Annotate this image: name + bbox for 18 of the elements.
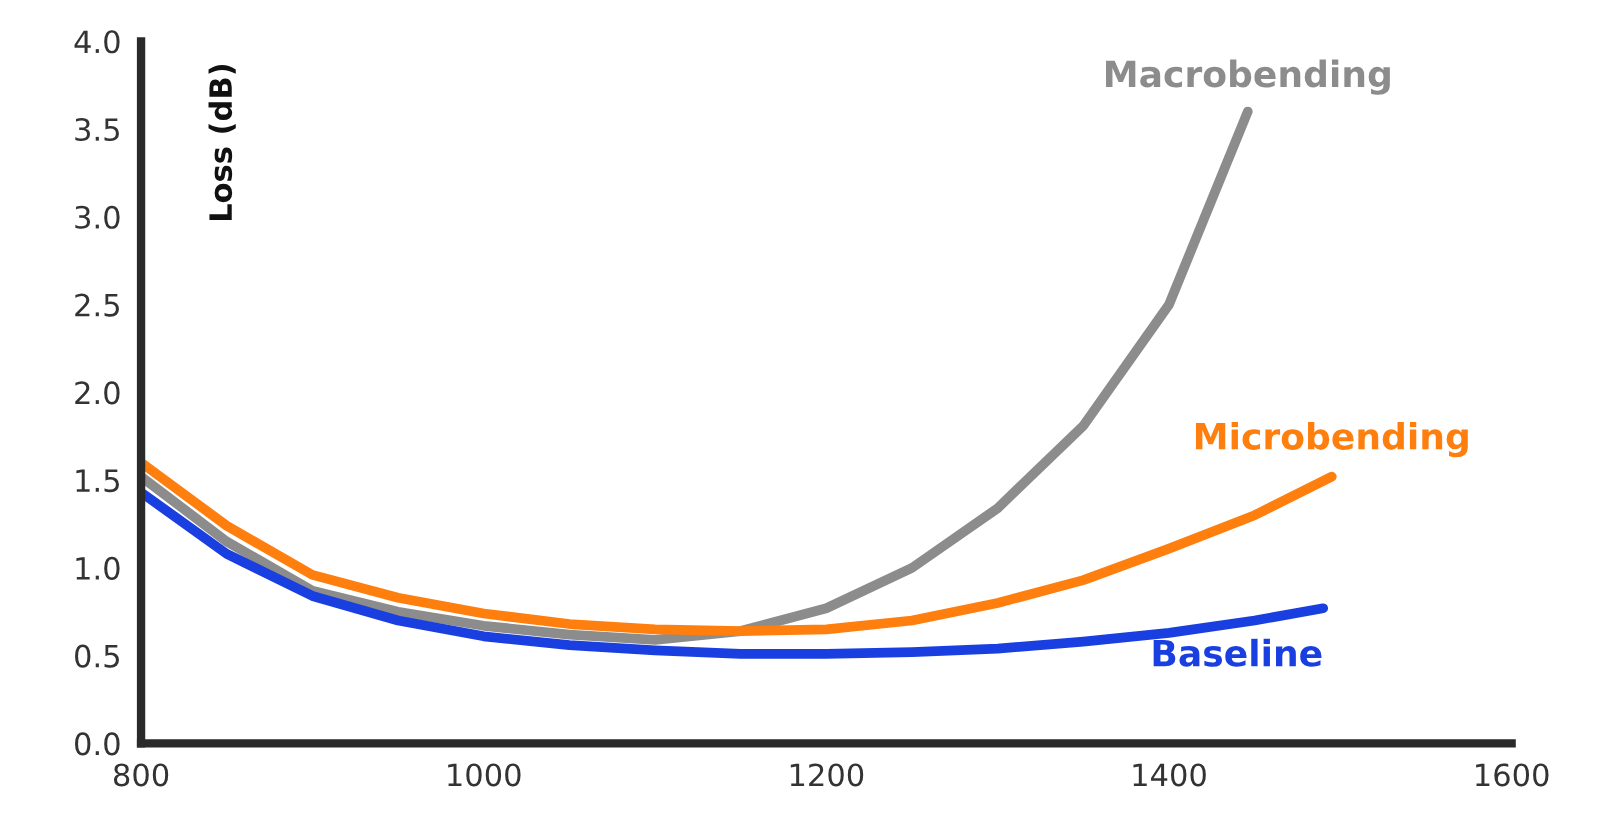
y-tick-label: 2.5 [75, 293, 119, 317]
x-tick-label: 800 [113, 763, 169, 787]
y-tick-label: 1.0 [76, 556, 120, 580]
y-axis-title: Loss (dB) [208, 64, 236, 221]
x-tick-label: 1000 [448, 763, 521, 787]
y-tick-label: 4.0 [74, 30, 120, 54]
y-tick-label: 0.0 [75, 732, 120, 756]
y-tick-label: 3.5 [75, 117, 119, 142]
x-tick-label: 1600 [1476, 763, 1549, 787]
x-tick-label: 1400 [1133, 763, 1206, 787]
y-tick-label: 3.0 [75, 205, 120, 229]
series-label: Baseline [1153, 638, 1322, 667]
y-tick-label: 2.0 [75, 381, 120, 405]
series-label: Microbending [1195, 421, 1468, 458]
x-tick-label: 1200 [790, 763, 864, 787]
y-tick-label: 1.5 [76, 469, 119, 493]
series-label: Macrobending [1106, 59, 1390, 95]
y-tick-label: 0.5 [75, 644, 119, 668]
